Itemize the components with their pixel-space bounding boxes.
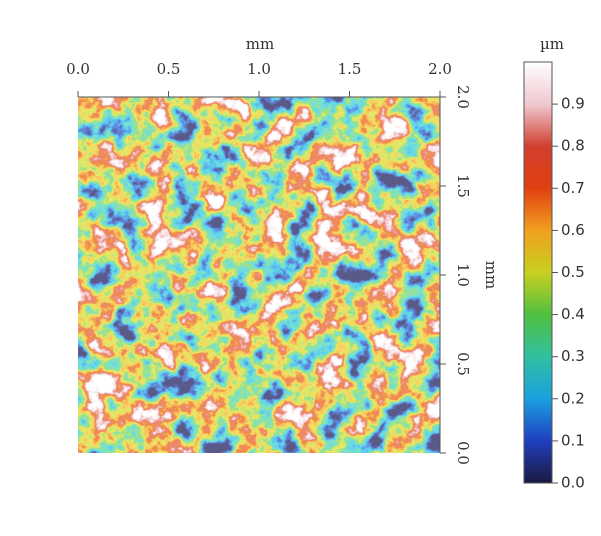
surface-map <box>78 97 440 453</box>
colorbar-tick-label: 0.2 <box>561 389 585 407</box>
y-tick-label: 1.0 <box>454 263 472 287</box>
y-axis-label: mm <box>482 261 500 289</box>
chart: mm mm µm 0.0 0.5 1.0 1.5 2.0 0.0 0.5 1.0 1.5 2.0 0… <box>0 0 601 536</box>
y-tick-label: 0.5 <box>454 352 472 376</box>
x-tick-label: 1.0 <box>247 60 271 78</box>
x-tick-label: 1.5 <box>338 60 362 78</box>
colorbar-tick-label: 0.1 <box>561 431 585 449</box>
x-tick-label: 0.5 <box>157 60 181 78</box>
colorbar-tick-label: 0.5 <box>561 263 585 281</box>
x-tick-label: 2.0 <box>428 60 452 78</box>
y-tick-label: 1.5 <box>454 174 472 198</box>
colorbar-tick-label: 0.4 <box>561 305 585 323</box>
colorbar-tick-label: 0.8 <box>561 137 585 155</box>
x-axis-label: mm <box>246 35 274 53</box>
colorbar-tick-label: 0.6 <box>561 221 585 239</box>
x-tick-label: 0.0 <box>66 60 90 78</box>
colorbar-tick-label: 0.9 <box>561 95 585 113</box>
colorbar-tick-label: 0.0 <box>561 474 585 492</box>
y-tick-label: 0.0 <box>454 441 472 465</box>
colorbar <box>524 62 552 483</box>
colorbar-label: µm <box>540 35 564 53</box>
colorbar-tick-label: 0.7 <box>561 179 585 197</box>
y-tick-label: 2.0 <box>454 85 472 109</box>
colorbar-tick-label: 0.3 <box>561 347 585 365</box>
